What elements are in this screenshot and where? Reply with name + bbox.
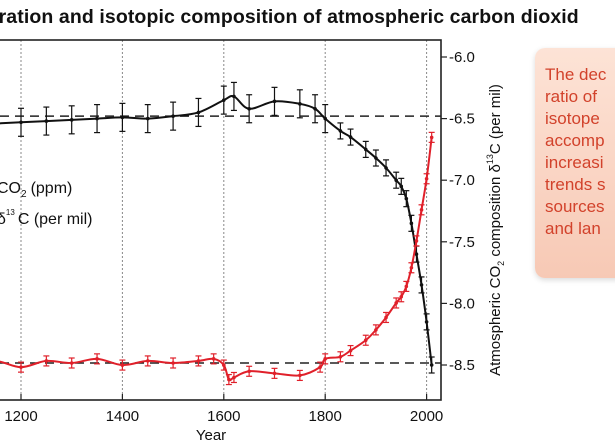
- d13c-point: [196, 110, 201, 115]
- d13c-point: [69, 118, 74, 122]
- d13c-point: [171, 114, 175, 118]
- co2-point: [145, 359, 150, 363]
- right-y-axis: -6.0 -6.5 -7.0 -7.5 -8.0 -8.5: [441, 49, 475, 374]
- d13c-point: [424, 320, 429, 324]
- co2-point: [419, 208, 424, 212]
- d13c-point: [419, 283, 424, 287]
- d13c-point: [313, 106, 317, 111]
- y2-tick-label: -6.0: [449, 49, 475, 66]
- x-axis: 1200 1400 1600 1800 2000: [4, 394, 443, 425]
- y2-tick-label: -8.0: [449, 295, 475, 312]
- callout-line: The dec: [545, 65, 607, 84]
- series-group: [0, 81, 435, 386]
- d13c-point: [409, 221, 414, 226]
- co2-point: [429, 135, 434, 140]
- x-tick-label: 1600: [207, 408, 240, 425]
- co2-point: [44, 359, 49, 363]
- plot-frame: [0, 39, 442, 401]
- d13c-point: [414, 252, 419, 256]
- callout-line: isotope: [545, 109, 600, 128]
- co2-point: [232, 375, 236, 380]
- legend: CO2 (ppm) δ13 C (per mil): [0, 180, 92, 228]
- d13c-series-line: [0, 95, 433, 366]
- y2-tick-label: -7.5: [449, 234, 475, 251]
- callout-line: sources: [545, 197, 605, 216]
- callout-line: trends s: [545, 175, 606, 194]
- d13c-point: [323, 116, 328, 121]
- callout-line: and lan: [545, 219, 601, 238]
- d13c-point: [298, 102, 302, 106]
- d13c-point: [272, 99, 277, 104]
- co2-point: [404, 284, 409, 289]
- x-tick-label: 1400: [106, 408, 139, 425]
- x-tick-label: 1800: [309, 408, 342, 425]
- co2-point: [222, 363, 226, 367]
- d13c-point: [363, 147, 368, 152]
- reference-lines: [0, 115, 441, 364]
- callout-line: accomp: [545, 131, 605, 150]
- callout-text: The dec ratio of isotope accomp increasi tren…: [545, 64, 615, 240]
- grid-lines: [20, 40, 428, 400]
- d13c-point: [338, 129, 343, 133]
- chart-title: tration and isotopic composition of atmo…: [0, 6, 579, 28]
- x-axis-label: Year: [196, 427, 226, 442]
- x-tick-label: 1200: [4, 408, 37, 425]
- co2-point: [227, 377, 231, 382]
- co2-point: [338, 354, 343, 359]
- d13c-point: [404, 196, 409, 201]
- co2-point: [69, 361, 74, 365]
- co2-point: [348, 348, 353, 353]
- d13c-point: [247, 106, 251, 111]
- co2-point: [363, 338, 368, 343]
- co2-point: [323, 357, 328, 361]
- legend-co2: CO2 (ppm): [0, 180, 72, 200]
- d13c-point: [44, 119, 49, 123]
- legend-d13c: δ13 C (per mil): [0, 208, 92, 228]
- d13c-point: [429, 363, 434, 367]
- co2-point: [247, 369, 251, 374]
- d13c-point: [95, 116, 99, 121]
- d13c-point: [394, 178, 398, 182]
- d13c-point: [19, 120, 23, 125]
- d13c-point: [374, 156, 378, 160]
- co2-point: [384, 315, 388, 320]
- co2-point: [120, 363, 125, 367]
- callout-line: increasi: [545, 153, 604, 172]
- co2-point: [272, 371, 277, 376]
- d13c-point: [120, 115, 125, 120]
- d13c-point: [348, 135, 353, 139]
- co2-point: [424, 176, 429, 181]
- co2-point: [409, 265, 414, 270]
- callout-line: ratio of: [545, 87, 597, 106]
- co2-point: [414, 239, 419, 243]
- co2-point: [394, 301, 398, 305]
- co2-point: [196, 359, 201, 363]
- y2-tick-label: -6.5: [449, 111, 475, 128]
- right-y-axis-label: Atmospheric CO2 composition δ13C (per mi…: [485, 84, 506, 376]
- co2-point: [298, 373, 302, 378]
- d13c-point: [399, 184, 404, 189]
- y2-tick-label: -7.0: [449, 172, 475, 189]
- co2-series-line: [0, 137, 433, 382]
- co2-point: [95, 357, 99, 361]
- callout-box: The dec ratio of isotope accomp increasi tren…: [535, 48, 615, 278]
- co2-point: [171, 361, 175, 365]
- d13c-point: [232, 94, 236, 99]
- co2-point: [374, 328, 378, 332]
- co2-point: [318, 365, 322, 369]
- d13c-point: [384, 166, 388, 170]
- co2-point: [211, 357, 216, 361]
- y2-tick-label: -8.5: [449, 357, 475, 374]
- co2-point: [19, 365, 23, 369]
- d13c-point: [222, 98, 226, 102]
- x-tick-label: 2000: [410, 408, 443, 425]
- co2-point: [399, 294, 404, 299]
- d13c-point: [145, 116, 150, 121]
